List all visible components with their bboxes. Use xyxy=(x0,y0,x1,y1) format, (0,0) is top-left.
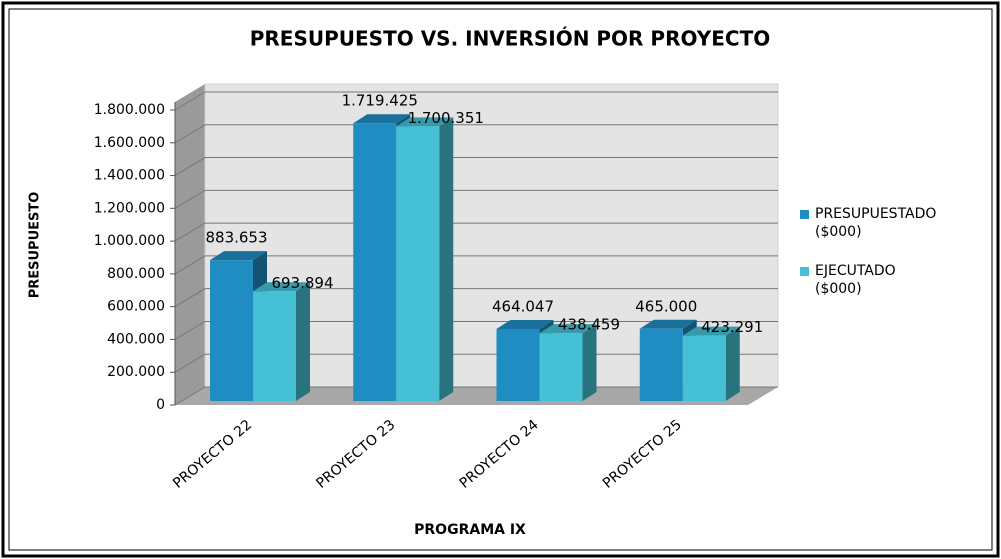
grid-line xyxy=(174,255,778,275)
value-label: 1.700.351 xyxy=(408,109,484,127)
bar-top xyxy=(639,319,697,329)
bar-side xyxy=(725,326,740,401)
value-label: 465.000 xyxy=(635,297,697,315)
y-tick-label: 1.600.000 xyxy=(94,135,165,151)
y-tick-label: 1.200.000 xyxy=(94,200,165,216)
bar-front xyxy=(210,260,253,401)
side-wall xyxy=(175,84,205,405)
bar xyxy=(682,326,740,401)
grid-line xyxy=(174,222,778,242)
bar-top xyxy=(682,326,740,336)
bar-side xyxy=(296,282,310,401)
value-label: 464.047 xyxy=(492,297,554,315)
value-label: 423.291 xyxy=(701,318,763,336)
bar xyxy=(396,117,454,402)
bar xyxy=(253,282,310,401)
frame-inner xyxy=(8,8,993,551)
y-tick-label: 1.000.000 xyxy=(94,233,165,249)
bar-side xyxy=(582,324,597,401)
bar-front xyxy=(353,123,397,401)
bar-top xyxy=(496,319,554,329)
chart-title: PRESUPUESTO VS. INVERSIÓN POR PROYECTO xyxy=(250,27,771,51)
legend-label: EJECUTADO ($000) xyxy=(815,263,896,297)
legend-swatch xyxy=(800,210,809,219)
value-label: 1.719.425 xyxy=(342,92,418,110)
bar-top xyxy=(253,282,310,292)
y-tick-label: 800.000 xyxy=(107,266,165,282)
bar-front xyxy=(639,328,683,401)
y-tick-label: 1.400.000 xyxy=(94,168,165,184)
y-tick-label: 600.000 xyxy=(107,299,165,315)
bar-front xyxy=(539,333,583,401)
grid-line xyxy=(174,157,778,176)
value-label: 883.653 xyxy=(205,229,267,247)
bar-top xyxy=(396,117,454,127)
bar-top xyxy=(353,114,411,124)
bar-side xyxy=(439,117,454,402)
bar-front xyxy=(496,328,540,401)
x-axis-title: PROGRAMA IX xyxy=(414,522,526,538)
bar-front xyxy=(253,291,296,401)
y-tick-label: 400.000 xyxy=(107,331,165,347)
floor xyxy=(175,387,778,405)
bar-front xyxy=(396,126,440,402)
bar-top xyxy=(539,324,597,334)
y-axis-title: PRESUPUESTO xyxy=(28,192,43,299)
y-tick-label: 200.000 xyxy=(107,364,165,380)
y-tick-label: 1.800.000 xyxy=(94,102,165,118)
legend-swatch xyxy=(800,267,809,276)
value-label: 438.459 xyxy=(558,316,620,334)
bar xyxy=(539,324,597,401)
grid-line xyxy=(174,91,778,111)
bar-front xyxy=(682,335,726,401)
grid-line xyxy=(174,320,778,340)
grid-line xyxy=(174,288,778,308)
grid-line xyxy=(174,189,778,209)
value-label: 693.894 xyxy=(271,274,333,292)
y-tick-label: 0 xyxy=(156,397,165,413)
grid-line xyxy=(174,124,778,144)
bar-top xyxy=(210,251,267,261)
legend-label: PRESUPUESTADO ($000) xyxy=(815,206,937,240)
